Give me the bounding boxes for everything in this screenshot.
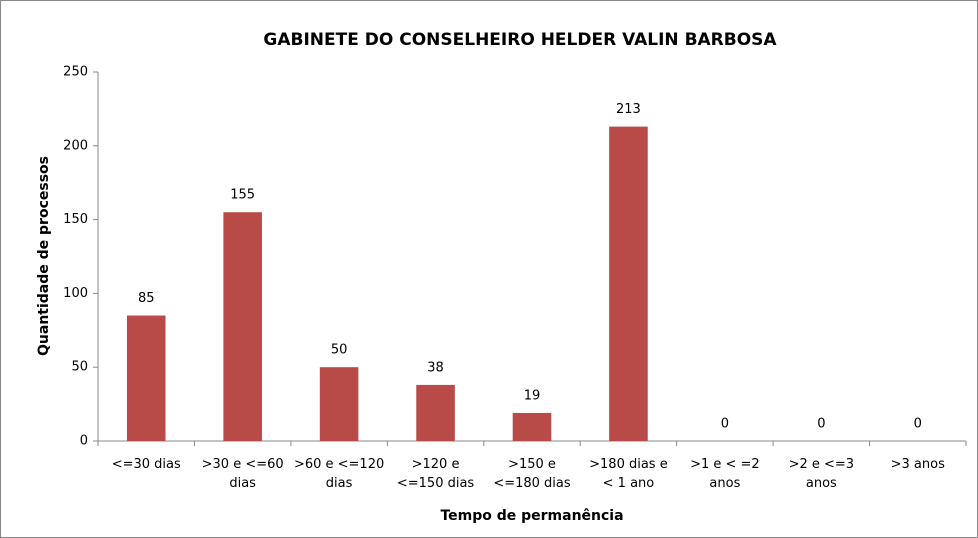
data-label: 0 (817, 417, 825, 432)
data-label: 38 (427, 360, 444, 375)
data-label: 0 (721, 417, 729, 432)
data-label: 0 (914, 417, 922, 432)
data-label: 155 (230, 188, 255, 203)
x-tick-label: >1 e < =2 anos (690, 457, 760, 491)
bar (416, 384, 455, 441)
x-tick-label: >3 anos (890, 457, 945, 472)
y-axis-label: Quantidade de processos (36, 156, 52, 356)
data-label: 213 (616, 102, 641, 117)
x-tick-label: >2 e <=3 anos (788, 457, 855, 491)
y-tick-label: 150 (63, 212, 88, 227)
y-tick-label: 250 (63, 65, 88, 80)
x-tick-label: >180 dias e < 1 ano (589, 457, 668, 491)
x-tick-label: >30 e <=60 dias (201, 457, 284, 491)
data-label: 50 (331, 343, 348, 358)
bar (223, 212, 262, 441)
x-tick-label: >60 e <=120 dias (293, 457, 385, 491)
x-tick-label: >120 e <=150 dias (396, 457, 475, 491)
bar (609, 126, 648, 441)
y-tick-label: 100 (63, 286, 88, 301)
y-tick-label: 50 (71, 360, 88, 375)
bar (126, 315, 166, 441)
x-axis-label: Tempo de permanência (440, 508, 623, 524)
chart-title: GABINETE DO CONSELHEIRO HELDER VALIN BAR… (263, 30, 777, 50)
bar (512, 412, 552, 441)
x-tick-label: <=30 dias (111, 457, 181, 472)
bar (319, 367, 359, 441)
data-label: 19 (524, 388, 541, 403)
y-tick-label: 200 (63, 138, 88, 153)
data-label: 85 (138, 291, 155, 306)
y-tick-label: 0 (80, 434, 88, 449)
x-tick-label: >150 e <=180 dias (493, 457, 571, 491)
